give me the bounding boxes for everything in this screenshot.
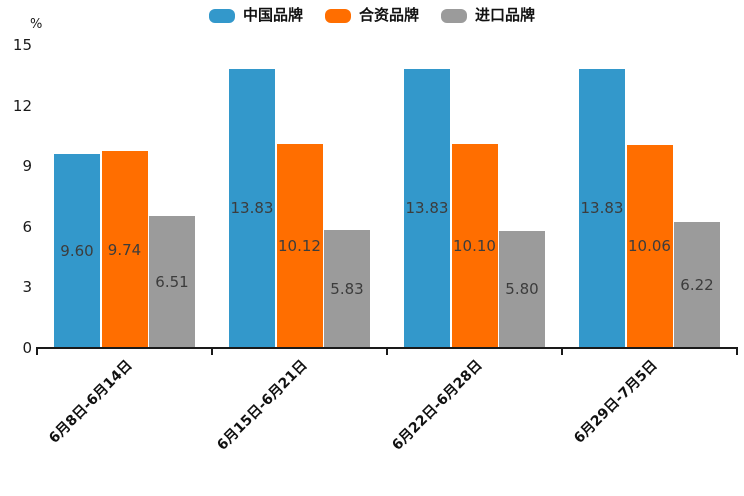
bar-value-label: 6.22 [680,276,714,295]
bar: 13.83 [404,68,450,348]
bar: 10.12 [276,143,323,348]
bar-value-label: 13.83 [230,199,274,218]
bar: 5.83 [324,230,370,348]
legend: 中国品牌 合资品牌 进口品牌 [0,8,744,23]
x-axis-tick-mark [736,349,738,355]
x-axis-tick-mark [561,349,563,355]
bar: 10.06 [626,144,673,348]
legend-label: 进口品牌 [475,6,536,24]
legend-swatch-icon [208,8,235,23]
x-axis-tick-mark [211,349,213,355]
bar: 13.83 [579,68,625,348]
y-axis-tick-label: 6 [22,217,32,236]
y-axis-tick-label: 3 [22,278,32,297]
x-axis-category-label: 6月22日-6月28日 [388,357,486,454]
x-axis-category-label: 6月8日-6月14日 [45,357,136,447]
legend-swatch-icon [441,8,467,23]
x-axis-category-label: 6月29日-7月5日 [570,357,661,447]
legend-label: 合资品牌 [358,6,419,24]
legend-item-series-1: 中国品牌 [208,6,303,24]
bar-value-label: 5.83 [330,280,364,299]
x-axis-category-label: 6月15日-6月21日 [213,357,311,454]
bar-value-label: 10.10 [453,236,496,255]
bar: 9.74 [101,151,148,348]
legend-label: 中国品牌 [242,6,303,24]
bar-value-label: 13.83 [405,199,449,218]
bar-value-label: 13.83 [580,199,624,218]
y-axis-tick-label: 9 [22,157,32,176]
bar: 6.22 [674,222,720,348]
bar-value-label: 10.12 [278,236,321,255]
x-axis-tick-mark [36,349,38,355]
bar-value-label: 9.60 [60,242,94,261]
legend-item-series-2: 合资品牌 [324,6,419,24]
bar: 10.10 [451,143,498,348]
bar: 5.80 [499,230,545,348]
bar: 9.60 [54,154,100,348]
bar: 13.83 [229,68,275,348]
legend-item-series-3: 进口品牌 [441,8,535,23]
bar-value-label: 9.74 [107,240,142,259]
x-axis-line [36,347,738,349]
x-axis-tick-mark [386,349,388,355]
y-axis-tick-label: 0 [22,339,32,357]
bar-value-label: 10.06 [628,237,671,256]
bar-value-label: 6.51 [155,273,189,292]
legend-swatch-icon [324,8,351,23]
y-axis-tick-label: 15 [12,36,32,54]
y-axis-tick-label: 12 [12,96,32,115]
bar-value-label: 5.80 [505,280,539,299]
y-axis-unit-label: % [30,17,43,32]
bar: 6.51 [149,216,195,348]
